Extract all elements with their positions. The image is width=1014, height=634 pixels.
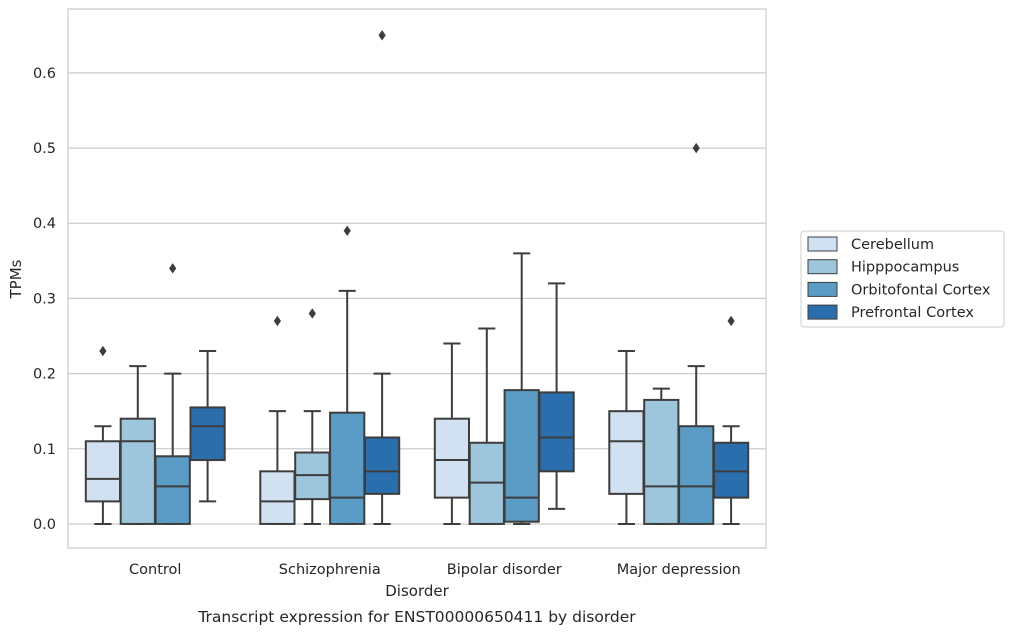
y-axis-label: TPMs — [7, 259, 25, 299]
y-axis-ticks: 0.0 0.1 0.2 0.3 0.4 0.5 0.6 — [33, 66, 56, 533]
box-body — [433, 417, 471, 499]
box-prefrontal-cortex-bipolar-disorder — [538, 282, 575, 510]
box-body — [608, 410, 645, 495]
legend-swatch — [807, 281, 838, 297]
x-axis-label: Disorder — [385, 582, 449, 600]
outlier-point — [169, 263, 177, 274]
box-cerebellum-major-depression — [608, 350, 645, 525]
outlier-point — [727, 315, 735, 327]
box-cerebellum-schizophrenia — [259, 315, 296, 525]
box-orbitofontal-cortex-schizophrenia — [329, 225, 366, 525]
x-axis-ticks: Control Schizophrenia Bipolar disorder Majo… — [129, 562, 741, 578]
box-body — [189, 406, 226, 462]
y-tick-label: 0.4 — [33, 216, 56, 232]
box-body — [503, 389, 540, 523]
outlier-point — [99, 345, 107, 357]
chart-title: Transcript expression for ENST0000065041… — [197, 608, 636, 626]
x-tick-label: Control — [129, 562, 181, 578]
x-tick-label: Bipolar disorder — [447, 562, 562, 578]
y-tick-label: 0.3 — [33, 291, 56, 307]
gridlines — [68, 72, 766, 525]
legend-swatch — [807, 259, 838, 275]
legend-label: Hipppocampus — [851, 260, 959, 276]
box-orbitofontal-cortex-bipolar-disorder — [503, 252, 540, 525]
box-body — [329, 411, 366, 525]
plot-frame — [67, 8, 767, 549]
box-body — [119, 417, 156, 525]
box-body — [538, 391, 575, 473]
x-tick-label: Major depression — [617, 562, 741, 578]
outlier-point — [692, 142, 700, 154]
outlier-point — [343, 225, 351, 236]
box-body — [678, 425, 715, 525]
plot-marks — [84, 30, 750, 525]
legend: Cerebellum Hipppocampus Orbitofontal Corte… — [800, 230, 1005, 328]
box-hipppocampus-schizophrenia — [294, 308, 331, 525]
box-hipppocampus-control — [119, 365, 156, 525]
y-tick-label: 0.1 — [33, 442, 56, 458]
legend-swatch — [807, 236, 838, 252]
legend-label: Cerebellum — [851, 237, 934, 253]
outlier-point — [378, 30, 386, 41]
legend-label: Prefrontal Cortex — [851, 305, 974, 321]
box-orbitofontal-cortex-control — [154, 263, 191, 525]
box-hipppocampus-major-depression — [643, 387, 680, 525]
y-tick-label: 0.0 — [33, 517, 56, 533]
box-body — [712, 441, 750, 499]
x-tick-label: Schizophrenia — [279, 562, 381, 578]
box-orbitofontal-cortex-major-depression — [678, 142, 715, 525]
box-hipppocampus-bipolar-disorder — [468, 327, 505, 525]
box-body — [84, 440, 122, 503]
box-body — [259, 470, 296, 525]
y-tick-label: 0.5 — [33, 141, 56, 157]
y-tick-label: 0.2 — [33, 367, 56, 383]
legend-swatch — [807, 304, 838, 320]
legend-label: Orbitofontal Cortex — [851, 282, 991, 298]
outlier-point — [273, 315, 281, 327]
box-body — [643, 398, 680, 525]
box-prefrontal-cortex-major-depression — [712, 315, 750, 525]
box-prefrontal-cortex-schizophrenia — [363, 30, 401, 525]
legend-frame — [800, 230, 1005, 328]
box-cerebellum-control — [84, 345, 122, 525]
y-tick-label: 0.6 — [33, 66, 56, 82]
box-body — [154, 455, 191, 525]
box-prefrontal-cortex-control — [189, 350, 226, 503]
box-cerebellum-bipolar-disorder — [433, 342, 471, 525]
box-body — [363, 436, 401, 495]
outlier-point — [308, 308, 316, 319]
